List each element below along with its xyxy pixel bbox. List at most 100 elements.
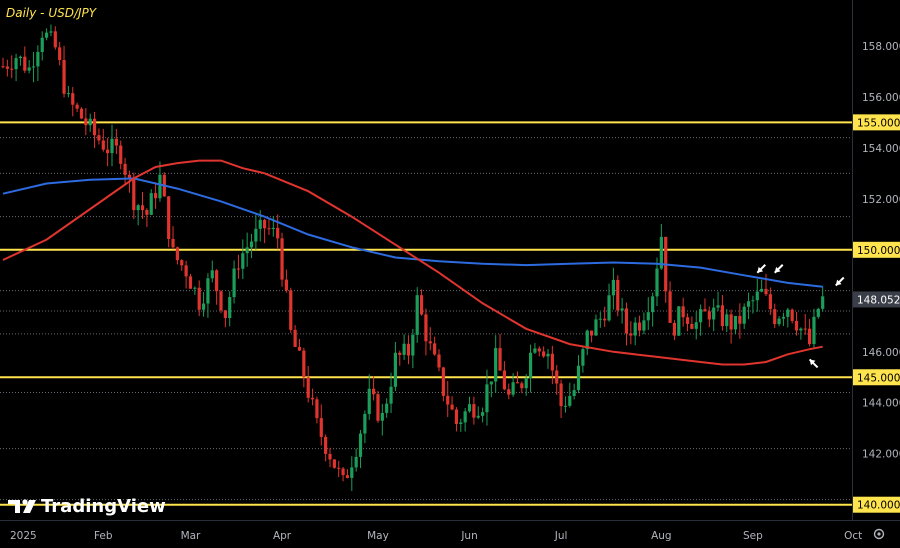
candle-90 <box>393 341 397 391</box>
candle-96 <box>419 289 424 316</box>
candle-84 <box>367 374 371 420</box>
candle-87 <box>380 403 384 436</box>
tradingview-logo-icon <box>8 499 36 513</box>
x-tick-label-2: Mar <box>181 530 201 542</box>
candle-161 <box>703 298 707 312</box>
candle-140 <box>611 267 615 310</box>
candle-104 <box>454 407 459 432</box>
candle-6 <box>27 59 31 74</box>
level-price-tag-3[interactable]: 140.000 <box>853 496 900 513</box>
candle-41 <box>180 259 184 271</box>
candle-172 <box>751 295 755 314</box>
candle-112 <box>489 381 493 398</box>
candlesticks <box>1 24 825 491</box>
candle-20 <box>88 113 92 132</box>
candle-60 <box>263 218 267 244</box>
candle-12 <box>53 26 57 50</box>
time-axis[interactable]: 2025 Feb Mar Apr May Jun Jul Aug Sep Oct <box>10 530 862 542</box>
candle-67 <box>293 325 297 348</box>
candle-158 <box>690 316 694 330</box>
candle-28 <box>123 157 127 186</box>
candle-63 <box>276 214 280 250</box>
candle-175 <box>764 273 768 296</box>
settings-gear-icon[interactable] <box>873 528 885 540</box>
arrow-annotation-2 <box>835 276 845 287</box>
y-tick-label-1: 156.000 <box>862 92 900 104</box>
candle-121 <box>528 344 533 393</box>
candle-165 <box>720 295 724 331</box>
candle-31 <box>136 203 140 226</box>
candle-110 <box>481 407 485 423</box>
candle-5 <box>23 46 27 74</box>
candle-79 <box>345 469 350 479</box>
candle-57 <box>249 233 254 259</box>
candle-106 <box>463 408 467 432</box>
candle-156 <box>681 297 685 327</box>
candle-159 <box>694 311 698 340</box>
candle-73 <box>319 404 323 446</box>
x-tick-label-0: 2025 <box>10 530 37 542</box>
candle-120 <box>524 374 528 396</box>
candle-144 <box>629 321 633 345</box>
candle-36 <box>158 161 162 202</box>
candle-124 <box>542 346 546 358</box>
candle-129 <box>563 396 568 413</box>
candle-109 <box>476 406 480 420</box>
candle-154 <box>672 320 677 341</box>
candle-77 <box>337 460 341 478</box>
candle-150 <box>655 257 659 307</box>
candle-177 <box>773 303 777 328</box>
candle-157 <box>685 313 690 332</box>
candle-40 <box>175 246 179 265</box>
candle-102 <box>446 380 450 418</box>
candle-167 <box>729 309 733 344</box>
candle-23 <box>101 129 105 152</box>
candle-131 <box>572 383 576 400</box>
candle-58 <box>254 214 258 250</box>
candle-27 <box>119 140 123 170</box>
candle-170 <box>742 303 746 330</box>
chart-title: Daily - USD/JPY <box>6 6 98 20</box>
candle-181 <box>790 308 794 324</box>
tradingview-logo[interactable]: TradingView <box>8 496 166 517</box>
candle-83 <box>363 410 367 444</box>
candle-116 <box>507 383 511 400</box>
candle-130 <box>568 382 572 408</box>
candle-125 <box>546 348 550 369</box>
level-price-tag-1[interactable]: 150.000 <box>853 241 900 258</box>
candle-142 <box>620 297 624 324</box>
candle-113 <box>494 335 498 393</box>
current-price-tag[interactable]: 148.052 <box>853 291 900 308</box>
x-tick-label-9: Oct <box>844 530 862 542</box>
candle-53 <box>232 260 236 304</box>
level-price-tag-2[interactable]: 145.000 <box>853 369 900 386</box>
candle-135 <box>590 330 594 343</box>
candle-111 <box>485 369 489 426</box>
candle-98 <box>428 327 432 351</box>
candle-72 <box>315 396 319 424</box>
candle-174 <box>760 279 764 293</box>
candle-114 <box>498 334 502 371</box>
candle-9 <box>40 31 44 61</box>
candle-119 <box>520 381 524 394</box>
candle-21 <box>92 111 97 149</box>
candle-85 <box>372 376 376 401</box>
candle-66 <box>289 287 293 333</box>
price-axis[interactable]: 158.000 156.000 154.000 152.000 150.000 148.0… <box>853 41 900 513</box>
level-price-tag-label-1: 150.000 <box>857 245 900 257</box>
candle-65 <box>284 269 288 293</box>
candle-69 <box>302 347 306 388</box>
tradingview-logo-text: TradingView <box>41 496 166 517</box>
candle-43 <box>188 273 193 289</box>
candle-187 <box>816 307 820 319</box>
level-price-tag-0[interactable]: 155.000 <box>853 114 900 131</box>
candle-13 <box>58 41 62 66</box>
candle-44 <box>193 286 197 295</box>
level-price-tag-label-2: 145.000 <box>857 372 900 384</box>
candle-89 <box>389 372 393 414</box>
candle-107 <box>467 396 472 413</box>
candle-80 <box>350 456 354 491</box>
y-tick-label-2: 154.000 <box>862 143 900 155</box>
candle-91 <box>398 350 402 366</box>
